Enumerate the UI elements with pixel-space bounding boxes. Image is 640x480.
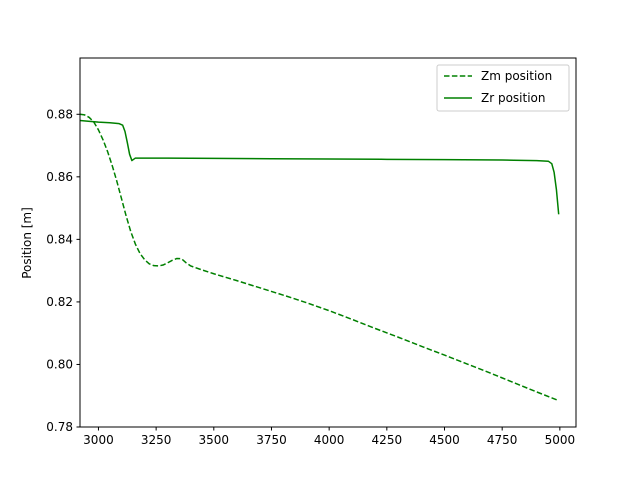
y-tick-label: 0.86 [46, 170, 73, 184]
x-tick-label: 3750 [256, 433, 287, 447]
y-tick-label: 0.82 [46, 295, 73, 309]
x-tick-label: 4250 [372, 433, 403, 447]
x-tick-label: 4500 [429, 433, 460, 447]
legend-label-zm: Zm position [481, 69, 552, 83]
x-tick-label: 3000 [83, 433, 114, 447]
x-tick-label: 3500 [199, 433, 230, 447]
x-tick-label: 4750 [487, 433, 518, 447]
x-tick-label: 5000 [545, 433, 576, 447]
x-tick-label: 4000 [314, 433, 345, 447]
x-tick-label: 3250 [141, 433, 172, 447]
y-tick-label: 0.88 [46, 107, 73, 121]
legend: Zm position Zr position [436, 64, 570, 112]
y-tick-label: 0.80 [46, 357, 73, 371]
y-tick-label: 0.78 [46, 420, 73, 434]
axes: 3000 3250 3500 3750 4000 4250 4500 4750 5000 0.78… [46, 57, 577, 447]
axes-frame [79, 57, 577, 428]
y-tick-label: 0.84 [46, 232, 73, 246]
y-axis-label: Position [m] [20, 207, 34, 279]
plot-area [79, 113, 560, 401]
legend-label-zr: Zr position [481, 91, 546, 105]
series-line-zr [79, 119, 560, 215]
series-line-zm [79, 113, 558, 401]
